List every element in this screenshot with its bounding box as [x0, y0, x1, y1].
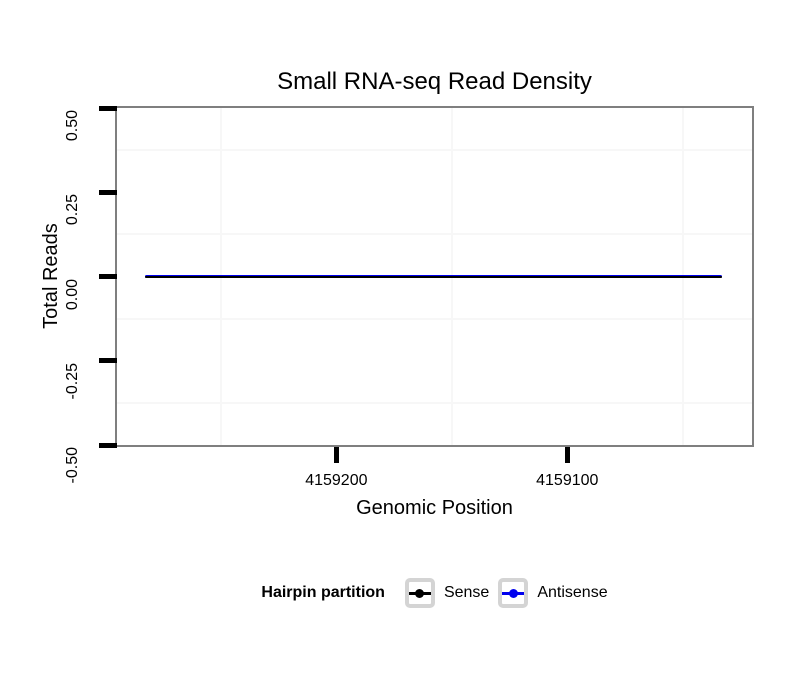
y-tick	[99, 358, 117, 364]
gridline-minor-y	[117, 401, 752, 404]
x-tick-label: 4159200	[305, 472, 368, 489]
legend-item-label: Antisense	[537, 584, 608, 601]
legend: Hairpin partition Sense Antisense	[117, 576, 752, 610]
legend-key-antisense	[498, 578, 529, 608]
legend-item-label: Sense	[443, 584, 490, 601]
y-tick	[99, 189, 117, 195]
legend-key-dot	[415, 588, 425, 598]
gridline-minor-y	[117, 233, 752, 236]
y-tick	[99, 442, 117, 448]
y-tick	[99, 274, 117, 279]
gridline-minor-y	[117, 149, 752, 152]
x-tick-label: 4159100	[536, 472, 599, 489]
chart-title: Small RNA-seq Read Density	[277, 68, 592, 95]
x-axis-label: Genomic Position	[356, 497, 513, 519]
gridline-minor-y	[117, 317, 752, 320]
legend-key-dot	[508, 588, 518, 598]
x-tick	[333, 447, 339, 463]
y-tick	[99, 105, 117, 111]
legend-item-antisense: Antisense	[498, 578, 608, 608]
legend-item-sense: Sense	[404, 578, 490, 608]
series-line-sense	[144, 275, 722, 278]
x-tick	[564, 447, 570, 463]
legend-title: Hairpin partition	[261, 584, 385, 601]
legend-key-sense	[404, 578, 435, 608]
